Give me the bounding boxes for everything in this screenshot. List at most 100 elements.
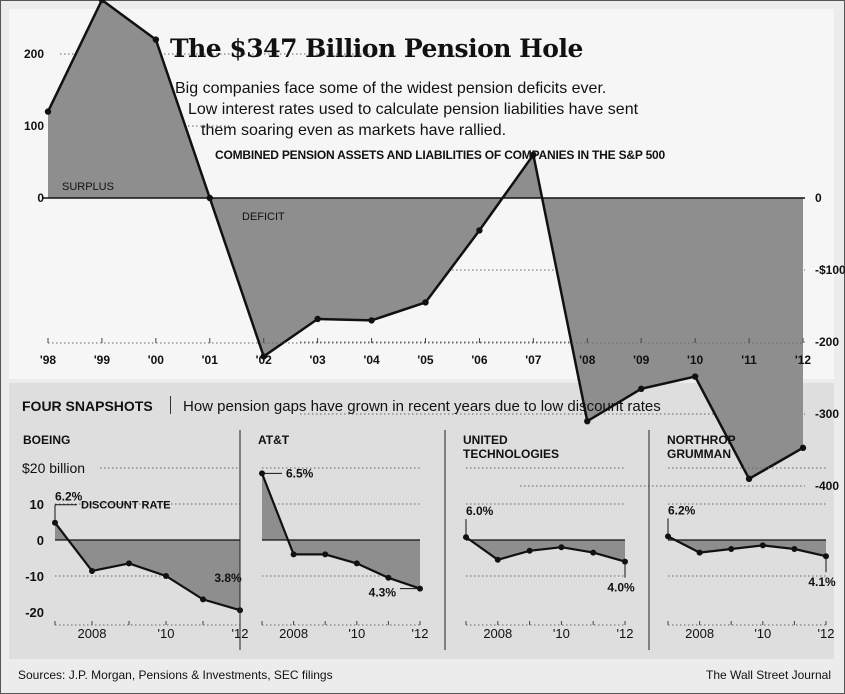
snapshot-point <box>385 574 392 581</box>
snapshot-x-label: '10 <box>348 626 365 641</box>
snapshot-point <box>126 560 132 567</box>
snapshot-point <box>728 546 735 552</box>
snapshot-x-label: '12 <box>818 626 835 641</box>
right-tick-label: -200 <box>815 335 839 349</box>
x-tick-label: '04 <box>363 353 380 367</box>
x-tick-label: '01 <box>202 353 219 367</box>
right-tick-label: 0 <box>815 191 822 205</box>
snapshot-y-tick: 0 <box>37 533 44 548</box>
x-tick-label: '12 <box>795 353 812 367</box>
snapshot-point <box>494 556 501 563</box>
snapshot-x-label: '12 <box>617 626 634 641</box>
deck-line-1: Big companies face some of the widest pe… <box>175 80 607 97</box>
snapshot-point <box>89 567 95 574</box>
x-tick-label: '10 <box>687 353 704 367</box>
snapshot-name: AT&T <box>258 433 290 447</box>
end-rate-label: 4.3% <box>369 586 397 600</box>
surplus-label: SURPLUS <box>62 181 114 193</box>
main-point-05 <box>422 299 429 306</box>
main-point-03 <box>314 315 321 323</box>
end-rate-label: 4.0% <box>607 581 635 595</box>
snapshot-area-fill <box>262 473 420 589</box>
snapshot-line <box>54 522 241 612</box>
snapshot-line <box>667 535 827 558</box>
snapshot-x-label: 2008 <box>279 626 308 641</box>
snapshot-point <box>558 544 565 551</box>
main-area-fill <box>48 0 803 479</box>
main-point-12 <box>799 444 807 452</box>
snapshot-name: TECHNOLOGIES <box>463 447 559 461</box>
main-point-02 <box>260 353 267 360</box>
main-point-11 <box>745 475 753 482</box>
x-tick-label: '03 <box>310 353 327 367</box>
snapshot-x-label: 2008 <box>483 626 512 641</box>
snapshot-line <box>260 473 421 590</box>
x-tick-label: '05 <box>417 353 434 367</box>
main-point-99 <box>98 0 106 4</box>
source-note: Sources: J.P. Morgan, Pensions & Investm… <box>18 668 333 682</box>
snapshot-x-label: 2008 <box>685 626 714 641</box>
right-tick-label: -$100 <box>815 263 845 277</box>
snapshots-title: FOUR SNAPSHOTS <box>22 398 153 414</box>
x-tick-label: '02 <box>256 353 273 367</box>
snapshot-x-label: 2008 <box>78 626 107 641</box>
right-tick-label: -400 <box>815 479 839 493</box>
snapshot-point <box>200 596 206 603</box>
start-rate-label: 6.0% <box>466 504 494 518</box>
snapshot-name: UNITED <box>463 433 508 447</box>
main-point-08 <box>584 418 591 425</box>
snapshot-name: NORTHROP <box>667 433 736 447</box>
x-tick-label: '09 <box>633 353 650 367</box>
deficit-label: DEFICIT <box>242 211 285 223</box>
snapshot-x-label: '10 <box>754 626 771 641</box>
left-tick-label: 200 <box>24 47 44 61</box>
chart-title: The $347 Billion Pension Hole <box>170 34 583 63</box>
snapshots-subtitle: How pension gaps have grown in recent ye… <box>183 398 661 415</box>
x-tick-label: '98 <box>40 353 57 367</box>
start-rate-label: 6.2% <box>55 490 83 504</box>
main-point-07 <box>530 151 537 158</box>
start-rate-label: 6.5% <box>286 466 314 480</box>
snapshot-area-fill <box>55 522 240 611</box>
main-point-04 <box>368 317 375 324</box>
snapshot-point <box>353 560 360 567</box>
snapshot-x-label: '12 <box>412 626 429 641</box>
main-point-10 <box>691 373 699 380</box>
snapshot-y-tick: -10 <box>25 569 44 584</box>
main-point-98 <box>44 108 52 115</box>
chart-subhead: COMBINED PENSION ASSETS AND LIABILITIES … <box>215 148 665 162</box>
deck-line-2: Low interest rates used to calculate pen… <box>188 101 639 118</box>
snapshot-x-label: '10 <box>158 626 175 641</box>
snapshots-divider <box>170 396 171 414</box>
x-tick-label: '07 <box>525 353 542 367</box>
x-tick-label: '06 <box>471 353 488 367</box>
snapshot-point <box>526 547 533 554</box>
snapshot-point <box>290 551 297 558</box>
right-tick-label: -300 <box>815 407 839 421</box>
snapshot-line <box>465 536 626 563</box>
snapshot-point <box>791 546 798 552</box>
main-point-01 <box>206 194 213 202</box>
left-tick-label: 100 <box>24 119 44 133</box>
credit-note: The Wall Street Journal <box>706 668 831 682</box>
end-rate-label: 4.1% <box>808 575 836 589</box>
end-rate-label: 3.8% <box>214 571 242 585</box>
x-tick-label: '00 <box>148 353 165 367</box>
snapshot-y-tick: -20 <box>25 605 44 620</box>
snapshot-point <box>322 551 329 558</box>
x-tick-label: '99 <box>94 353 111 367</box>
snapshot-name: BOEING <box>23 433 70 447</box>
snapshots-panel <box>9 383 834 659</box>
x-tick-label: '11 <box>741 353 757 367</box>
start-rate-label: 6.2% <box>668 503 696 517</box>
snapshot-x-label: '10 <box>553 626 570 641</box>
snapshot-name: GRUMMAN <box>667 447 731 461</box>
snapshot-point <box>696 549 703 556</box>
snapshot-area-fill <box>466 537 625 562</box>
snapshot-point <box>590 549 597 556</box>
snapshot-point <box>759 542 766 549</box>
main-point-00 <box>152 36 160 43</box>
left-tick-label: 0 <box>37 191 44 205</box>
discount-rate-note: DISCOUNT RATE <box>81 500 171 512</box>
